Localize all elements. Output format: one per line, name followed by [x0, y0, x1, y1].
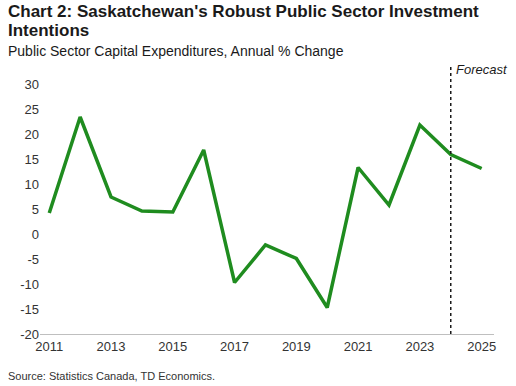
svg-text:2017: 2017	[220, 339, 249, 354]
svg-text:2025: 2025	[467, 339, 496, 354]
html-text:Chart 2: Saskatchewan's Robust: Chart 2: Saskatchewan's Robust Public Se…	[8, 2, 479, 40]
svg-text:Forecast: Forecast	[456, 62, 508, 77]
svg-text:-10: -10	[20, 277, 39, 292]
svg-text:20: 20	[25, 127, 39, 142]
html-text:Public Sector Capital Expendit: Public Sector Capital Expenditures, Annu…	[8, 43, 344, 59]
svg-text:30: 30	[25, 77, 39, 92]
svg-text:10: 10	[25, 177, 39, 192]
svg-text:2011: 2011	[35, 339, 63, 354]
svg-text:5: 5	[32, 202, 39, 217]
svg-text:25: 25	[25, 102, 39, 117]
svg-text:15: 15	[25, 152, 39, 167]
svg-text:2019: 2019	[282, 339, 311, 354]
svg-text:2023: 2023	[405, 339, 434, 354]
svg-text:-20: -20	[20, 327, 39, 342]
svg-text:-5: -5	[27, 252, 39, 267]
html-text:Source: Statistics Canada, TD: Source: Statistics Canada, TD Economics.	[8, 370, 216, 382]
svg-text:2015: 2015	[158, 339, 187, 354]
svg-text:0: 0	[32, 227, 39, 242]
svg-text:2021: 2021	[344, 339, 373, 354]
svg-text:2013: 2013	[97, 339, 126, 354]
svg-text:-15: -15	[20, 302, 39, 317]
